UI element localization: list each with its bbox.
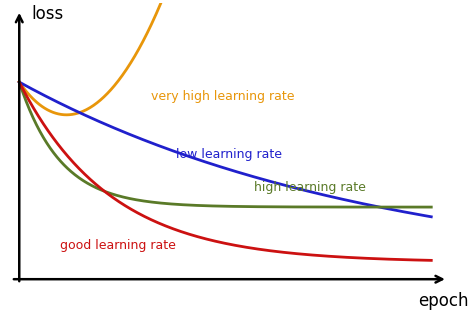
Text: very high learning rate: very high learning rate <box>151 90 295 103</box>
Text: good learning rate: good learning rate <box>61 239 176 252</box>
Text: low learning rate: low learning rate <box>176 148 282 161</box>
Text: high learning rate: high learning rate <box>254 181 366 194</box>
Text: loss: loss <box>32 5 64 23</box>
Text: epoch: epoch <box>419 292 469 310</box>
